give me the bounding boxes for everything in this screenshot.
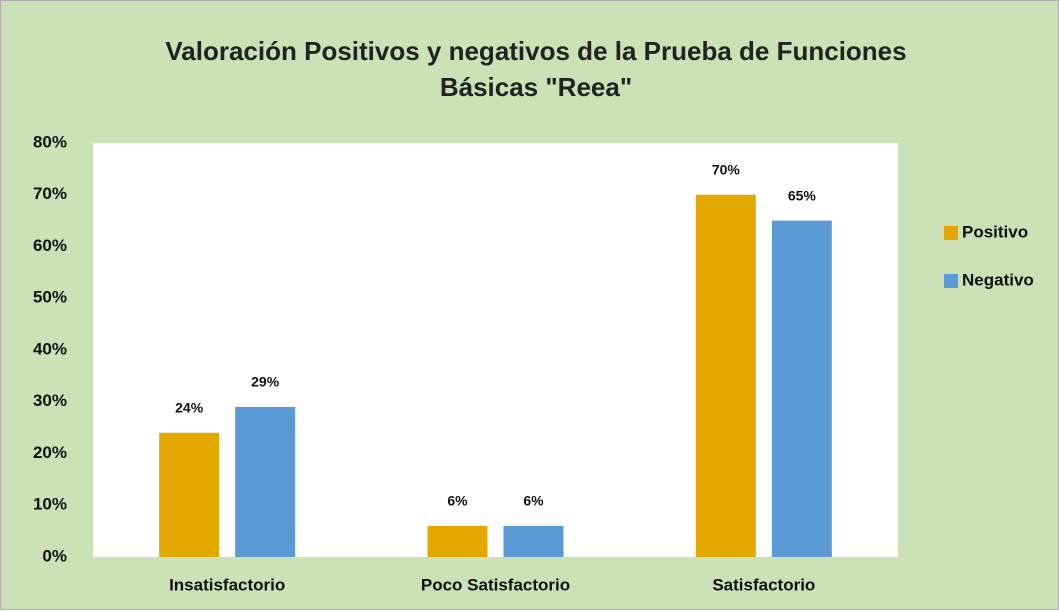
x-tick-label: Poco Satisfactorio bbox=[421, 575, 570, 594]
y-tick-label: 30% bbox=[33, 391, 67, 410]
value-label: 70% bbox=[712, 161, 741, 177]
bar bbox=[235, 406, 296, 557]
bar bbox=[427, 525, 488, 557]
value-label: 6% bbox=[523, 493, 544, 509]
value-label: 29% bbox=[251, 374, 280, 390]
plot-area bbox=[93, 143, 898, 557]
legend-swatch bbox=[944, 274, 958, 288]
bar bbox=[159, 432, 220, 557]
value-label: 65% bbox=[788, 187, 817, 203]
x-tick-label: Insatisfactorio bbox=[169, 575, 285, 594]
value-label: 6% bbox=[447, 493, 468, 509]
y-tick-label: 60% bbox=[33, 236, 67, 255]
legend-label: Negativo bbox=[962, 270, 1034, 289]
legend-label: Positivo bbox=[962, 222, 1028, 241]
y-tick-label: 80% bbox=[33, 132, 67, 151]
bar bbox=[771, 220, 832, 557]
y-tick-label: 0% bbox=[42, 546, 67, 565]
chart-title: Valoración Positivos y negativos de la P… bbox=[165, 36, 907, 102]
y-tick-label: 20% bbox=[33, 443, 67, 462]
y-tick-label: 70% bbox=[33, 184, 67, 203]
value-label: 24% bbox=[175, 400, 204, 416]
bar bbox=[503, 525, 564, 557]
legend-swatch bbox=[944, 226, 958, 240]
x-tick-label: Satisfactorio bbox=[712, 575, 815, 594]
y-tick-label: 40% bbox=[33, 339, 67, 358]
y-tick-label: 50% bbox=[33, 288, 67, 307]
bar bbox=[695, 194, 756, 557]
y-tick-label: 10% bbox=[33, 495, 67, 514]
